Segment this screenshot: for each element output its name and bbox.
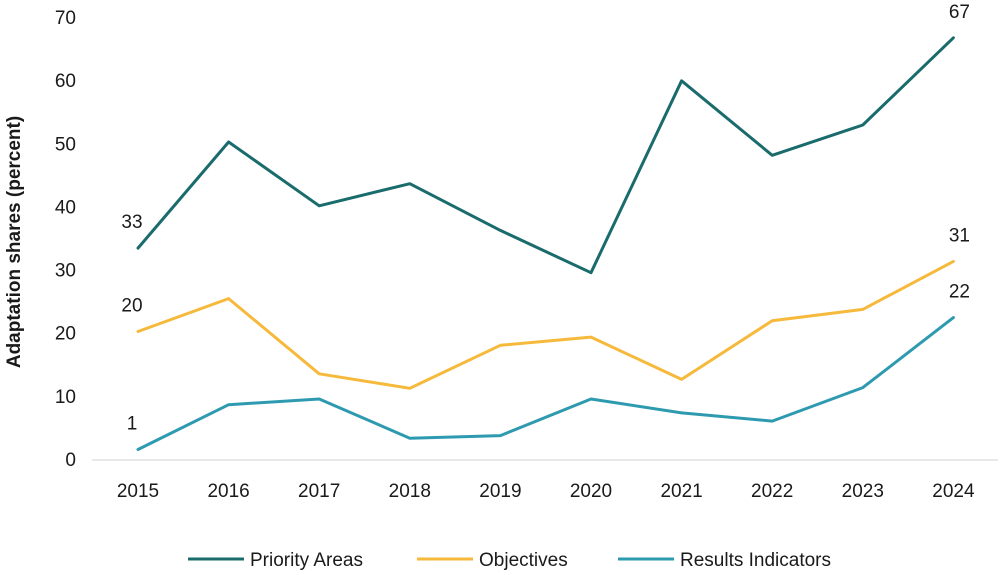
x-tick-label: 2016 xyxy=(207,481,249,502)
data-label: 31 xyxy=(949,225,970,246)
y-tick-label: 0 xyxy=(65,450,76,471)
y-axis-label: Adaptation shares (percent) xyxy=(4,116,25,368)
x-tick-label: 2023 xyxy=(842,481,884,502)
legend-item: Results Indicators xyxy=(618,550,831,571)
x-tick-label: 2019 xyxy=(479,481,521,502)
x-tick-label: 2021 xyxy=(660,481,702,502)
series-line-objectives xyxy=(136,259,955,390)
legend-item: Priority Areas xyxy=(188,550,363,571)
legend-item: Objectives xyxy=(417,550,568,571)
legend: Priority Areas Objectives Results Indicato… xyxy=(188,550,831,571)
x-tick-label: 2022 xyxy=(751,481,793,502)
series-line-priority-areas xyxy=(136,36,955,275)
legend-label: Results Indicators xyxy=(680,550,831,571)
x-tick-label: 2015 xyxy=(117,481,159,502)
data-label: 1 xyxy=(127,414,138,435)
y-tick-label: 70 xyxy=(55,8,76,29)
y-tick-label: 60 xyxy=(55,71,76,92)
data-labels: 33 67 20 31 1 22 xyxy=(121,2,970,435)
x-tick-label: 2018 xyxy=(389,481,431,502)
y-tick-label: 50 xyxy=(55,134,76,155)
y-tick-label: 20 xyxy=(55,324,76,345)
series-lines xyxy=(136,36,955,451)
x-tick-label: 2020 xyxy=(570,481,612,502)
legend-label: Objectives xyxy=(479,550,568,571)
y-tick-label: 40 xyxy=(55,197,76,218)
data-label: 33 xyxy=(121,212,142,233)
x-tick-label: 2017 xyxy=(298,481,340,502)
x-tick-label: 2024 xyxy=(932,481,975,502)
series-line-results-indicators xyxy=(136,316,955,451)
data-label: 67 xyxy=(949,2,970,23)
y-tick-label: 30 xyxy=(55,261,76,282)
y-tick-label: 10 xyxy=(55,387,76,408)
x-axis-ticks: 2015 2016 2017 2018 2019 2020 2021 2022 2023 2024 xyxy=(117,481,975,502)
data-label: 20 xyxy=(121,295,142,316)
data-label: 22 xyxy=(949,282,970,303)
y-axis-ticks: 0 10 20 30 40 50 60 70 xyxy=(55,8,76,471)
legend-label: Priority Areas xyxy=(250,550,363,571)
